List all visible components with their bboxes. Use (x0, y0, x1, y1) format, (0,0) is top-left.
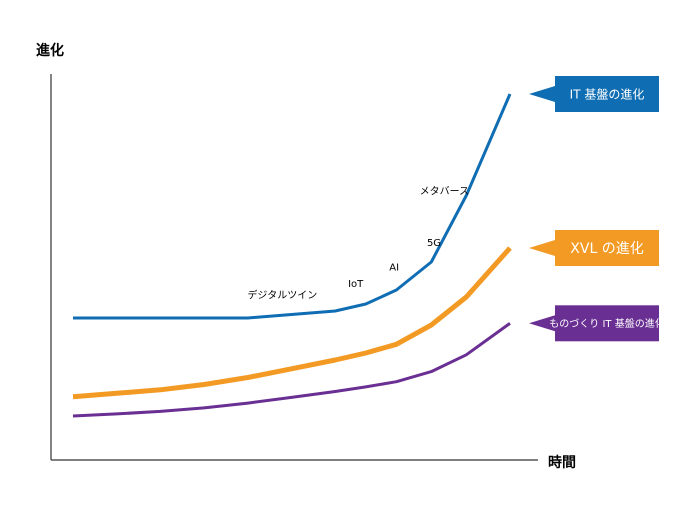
callout-pointer (529, 86, 555, 102)
axes (50, 74, 538, 461)
annotation-label: 5G (427, 238, 441, 249)
series-line-1 (73, 93, 512, 320)
series-line-3 (72, 322, 511, 418)
series-callout-3: ものづくり IT 基盤の進化 (529, 305, 665, 342)
callout-box (555, 76, 659, 112)
annotations: デジタルツイン IoT AI 5G メタバース (247, 186, 469, 302)
annotation-label: IoT (348, 279, 364, 290)
callout-box (555, 305, 659, 342)
annotation-label: AI (389, 262, 399, 273)
x-axis-label: 時間 (548, 454, 576, 471)
callout-pointer (529, 240, 555, 256)
series-callout-1: IT 基盤の進化 (529, 76, 659, 112)
callout-pointer (529, 315, 555, 332)
series-lines (72, 93, 512, 418)
series-line-2 (72, 246, 512, 400)
annotation-label: デジタルツイン (247, 288, 317, 301)
y-axis-label: 進化 (36, 42, 64, 59)
series-name-label: ものづくり IT 基盤の進化 (549, 317, 664, 330)
callout-box (555, 230, 659, 266)
series-name-label: XVL の進化 (570, 241, 643, 257)
series-name-label: IT 基盤の進化 (570, 87, 645, 101)
series-callout-2: XVL の進化 (529, 230, 659, 266)
annotation-label: メタバース (420, 186, 470, 198)
